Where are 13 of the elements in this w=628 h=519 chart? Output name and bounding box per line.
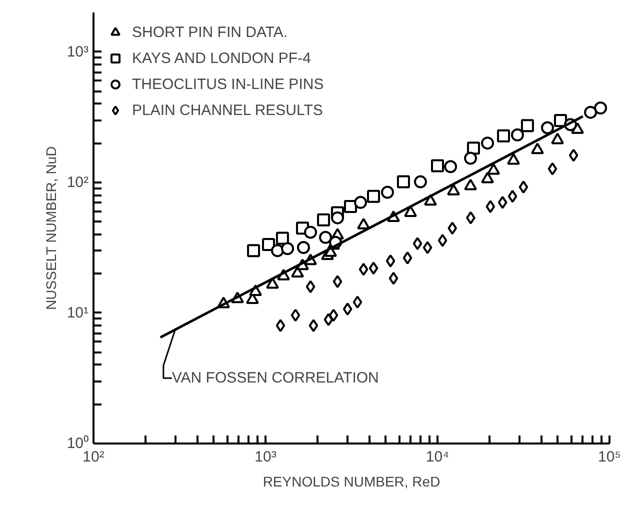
legend-label: KAYS AND LONDON PF-4 [132, 50, 311, 66]
annotation: VAN FOSSEN CORRELATION [172, 370, 379, 387]
y-tick-label: 10³ [66, 43, 89, 60]
x-axis-title: REYNOLDS NUMBER, ReD [262, 474, 440, 490]
y-tick-label: 10¹ [66, 304, 89, 322]
x-tick-label: 10⁴ [426, 448, 450, 466]
legend-label: PLAIN CHANNEL RESULTS [132, 102, 323, 118]
x-tick-label: 10⁵ [598, 448, 621, 466]
x-tick-label: 10³ [254, 448, 276, 466]
legend-label: SHORT PIN FIN DATA. [132, 24, 288, 40]
legend-label: THEOCLITUS IN-LINE PINS [132, 76, 324, 92]
y-axis-title: NUSSELT NUMBER, NuD [42, 146, 59, 310]
y-tick-label: 10² [66, 174, 89, 191]
